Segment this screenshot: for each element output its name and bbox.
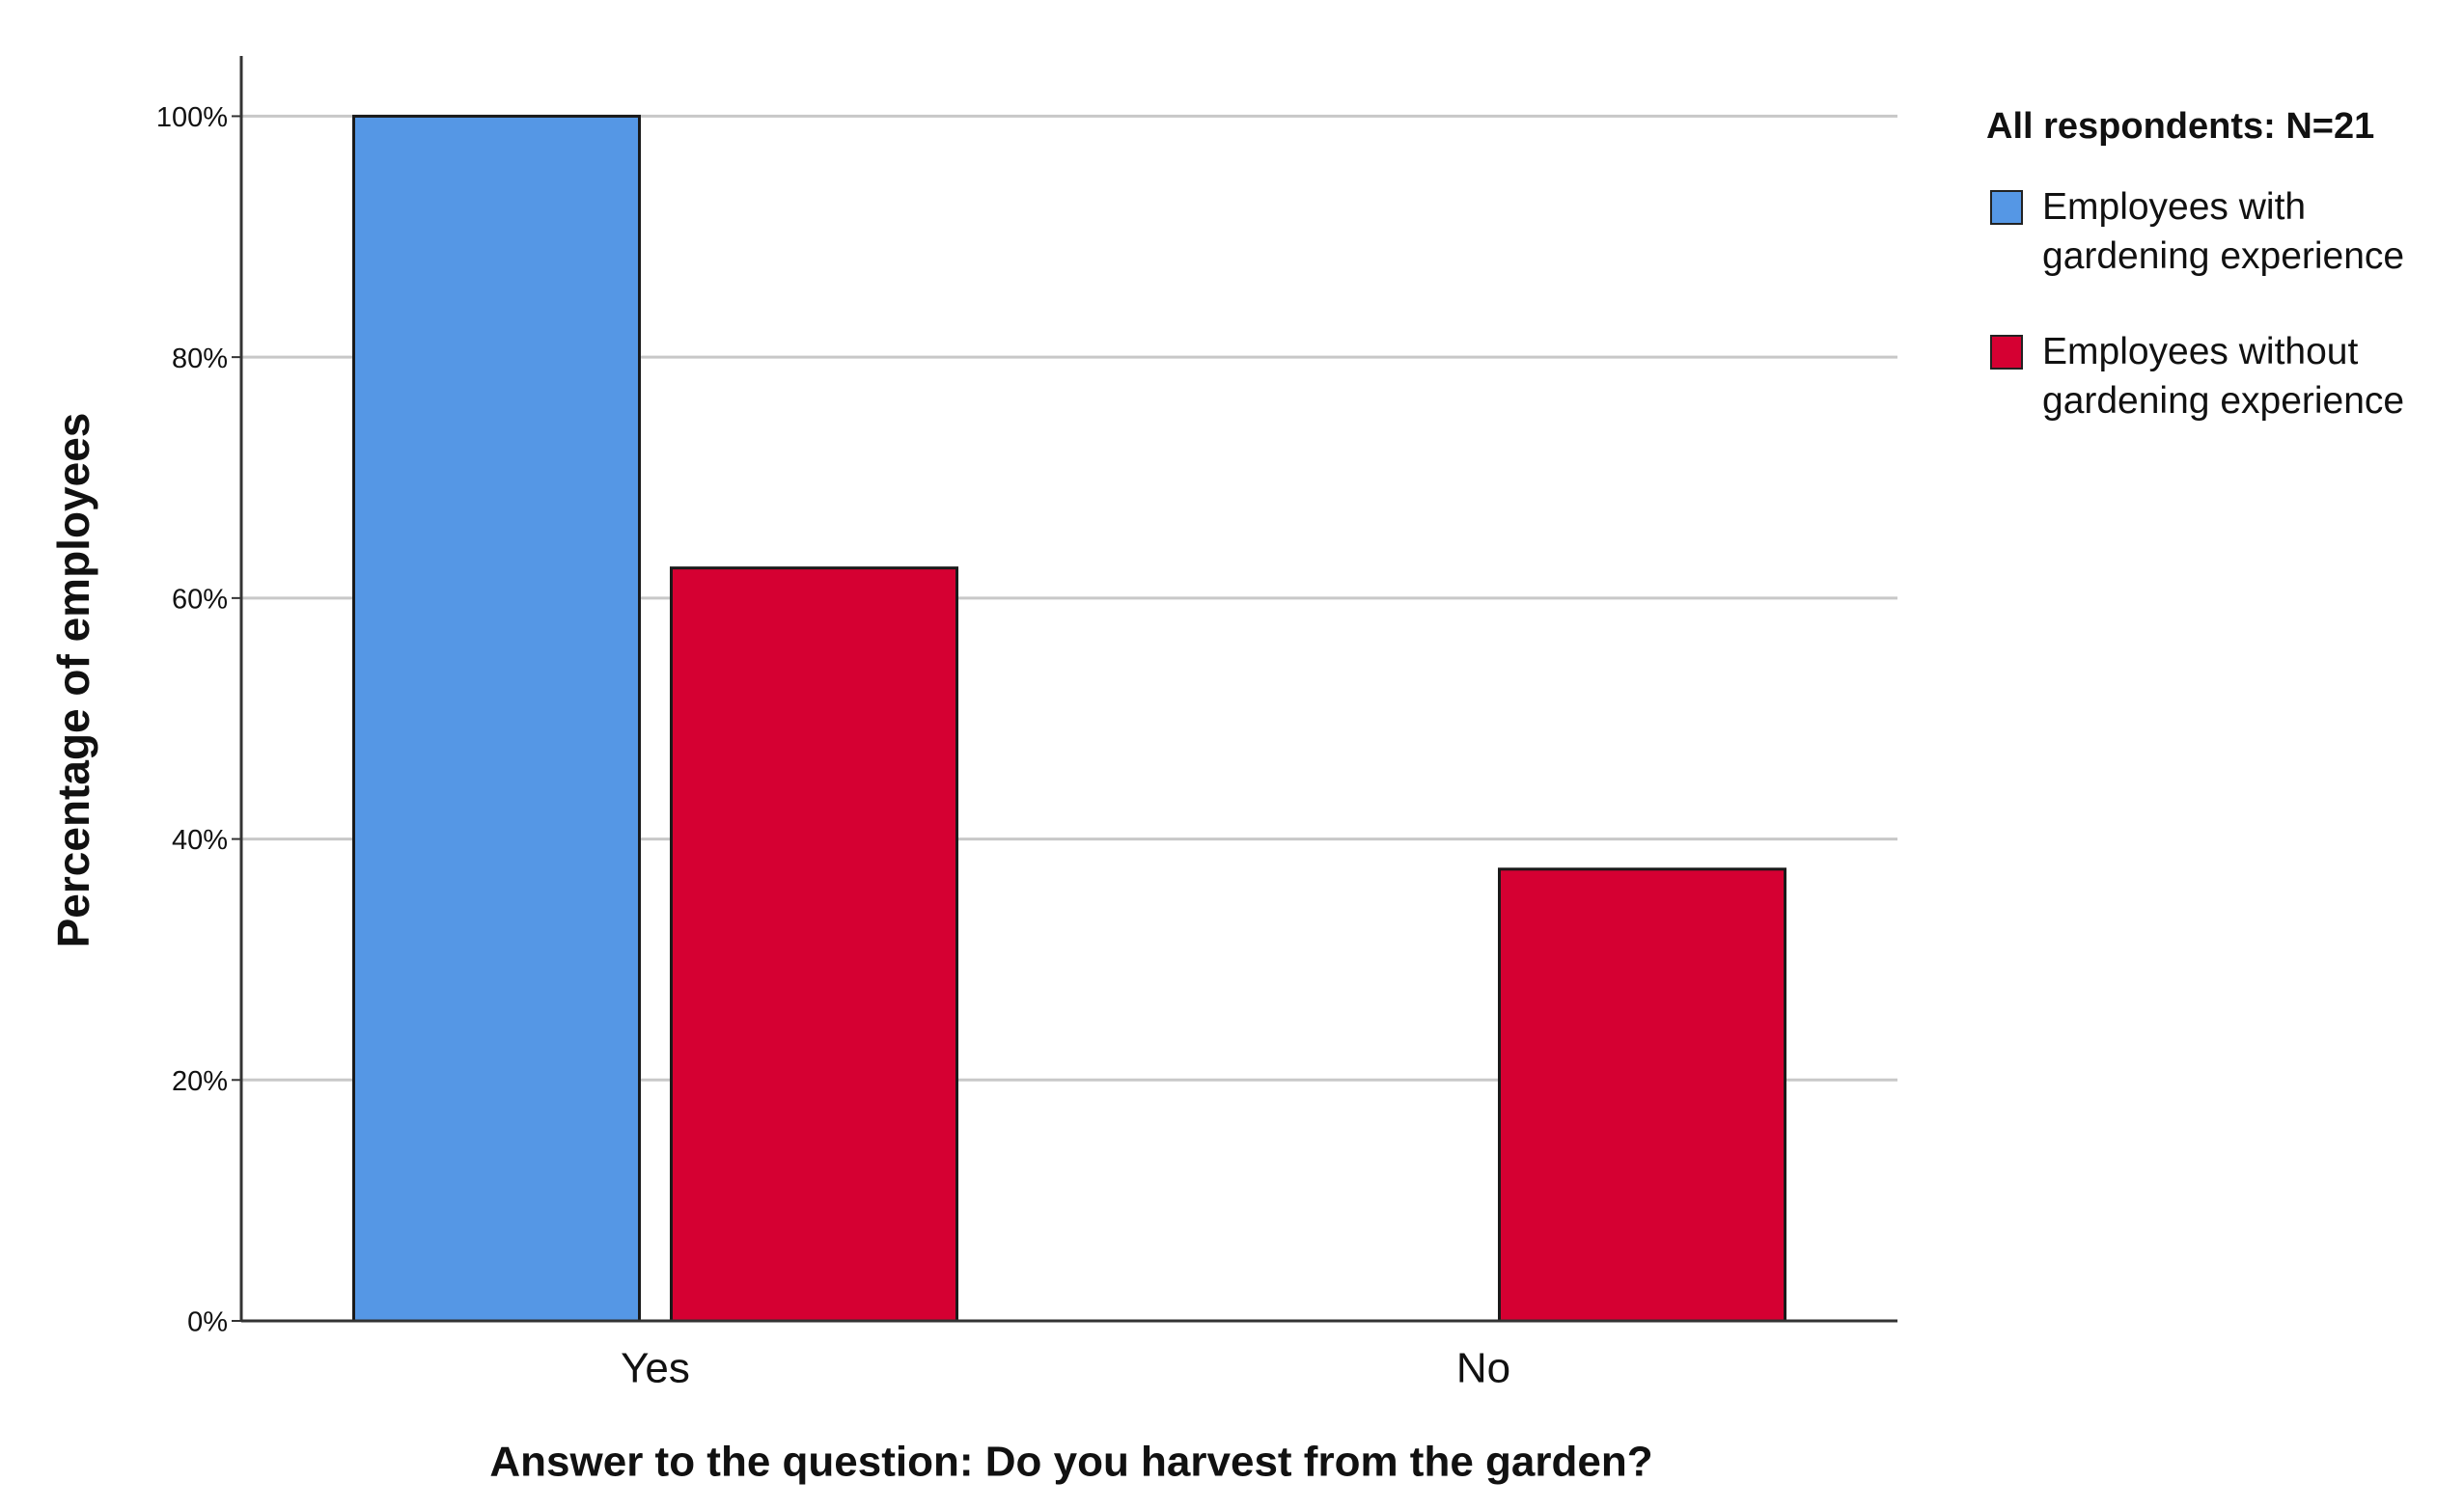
y-tick-label: 80% (172, 343, 228, 374)
legend-title: All respondents: N=21 (1986, 106, 2375, 147)
legend-items: Employees with gardening experience Emplo… (1986, 182, 2450, 426)
y-tick-label: 0% (187, 1307, 228, 1338)
bar (1498, 867, 1787, 1323)
x-axis-title: Answer to the question: Do you harvest f… (489, 1439, 1652, 1486)
legend-label: Employees without gardening experience (2042, 331, 2405, 422)
legend: All respondents: N=21 Employees with gar… (1986, 106, 2450, 472)
x-tick-label: Yes (621, 1345, 690, 1392)
bar (351, 114, 641, 1323)
legend-swatch (1990, 190, 2023, 225)
y-axis-title: Percentage of employees (48, 413, 98, 948)
y-tick-label: 20% (172, 1066, 228, 1097)
x-tick-label: No (1456, 1345, 1510, 1392)
y-tick-label: 40% (172, 825, 228, 856)
y-tick-label: 60% (172, 585, 228, 616)
bar (670, 566, 959, 1323)
y-tick-label: 100% (156, 102, 228, 133)
legend-item: Employees with gardening experience (1986, 182, 2450, 281)
legend-swatch (1990, 335, 2023, 370)
legend-label: Employees with gardening experience (2042, 186, 2405, 277)
legend-item: Employees without gardening experience (1986, 327, 2450, 426)
